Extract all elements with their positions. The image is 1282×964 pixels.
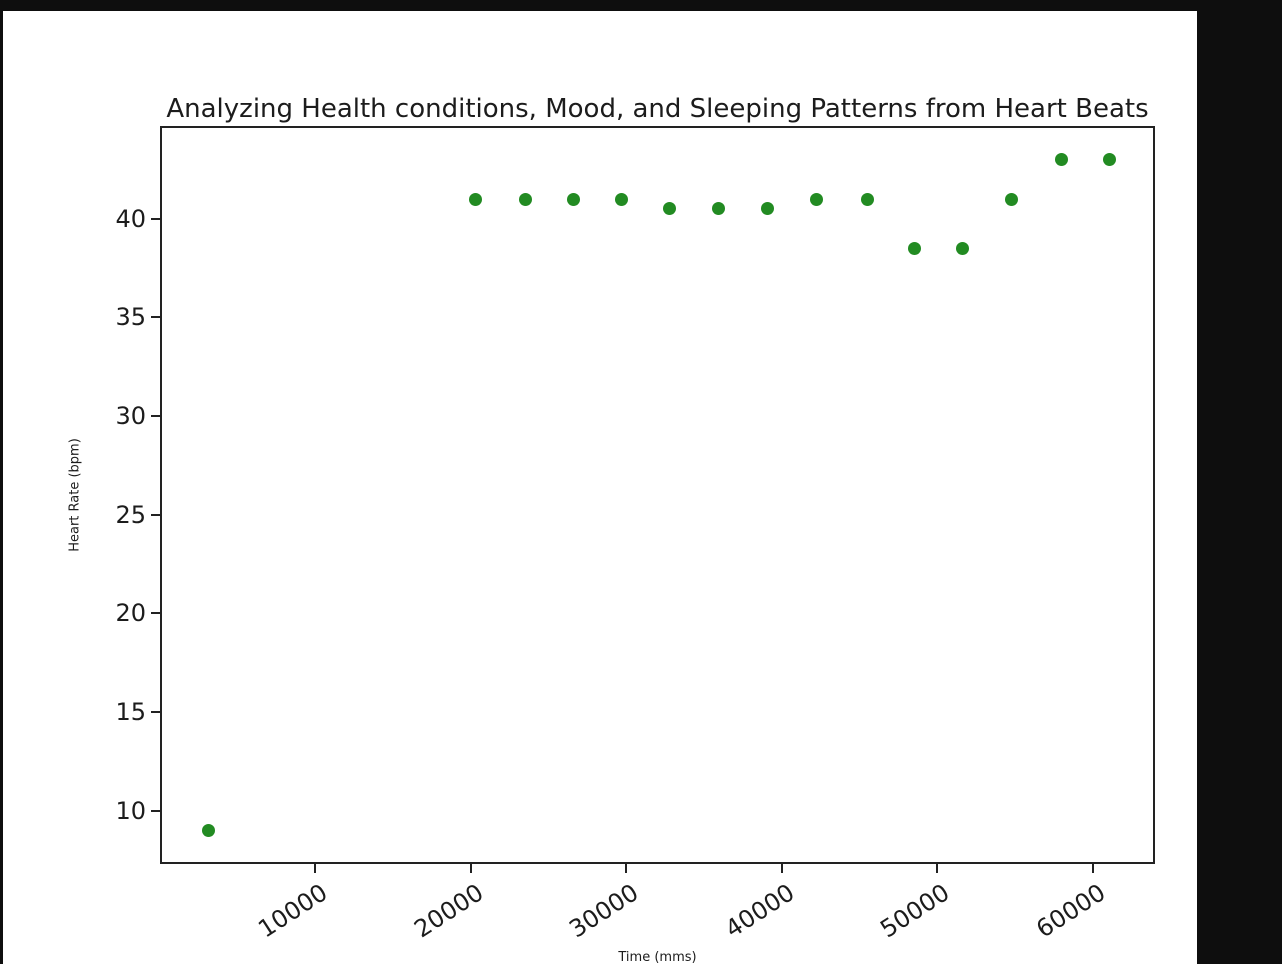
data-point (1005, 192, 1019, 206)
x-tick-mark (936, 864, 939, 873)
y-tick-label: 20 (115, 599, 146, 628)
x-tick-mark (469, 864, 472, 873)
y-tick-label: 25 (115, 500, 146, 529)
x-tick-label: 20000 (409, 878, 489, 944)
y-tick-mark (151, 809, 160, 812)
chart-title: Analyzing Health conditions, Mood, and S… (166, 94, 1149, 124)
x-tick-mark (625, 864, 628, 873)
x-tick-mark (1091, 864, 1094, 873)
x-tick-label: 30000 (564, 878, 644, 944)
x-axis-label: Time (mms) (618, 950, 697, 964)
figure-canvas: Analyzing Health conditions, Mood, and S… (3, 11, 1197, 964)
y-tick-label: 15 (115, 698, 146, 727)
y-tick-mark (151, 316, 160, 319)
x-tick-label: 50000 (875, 878, 955, 944)
y-tick-mark (151, 612, 160, 615)
data-point (518, 192, 532, 206)
data-point (615, 192, 629, 206)
data-point (955, 241, 969, 255)
data-point (711, 202, 725, 216)
data-point (907, 241, 921, 255)
y-tick-label: 30 (115, 402, 146, 431)
y-tick-mark (151, 217, 160, 220)
data-point (761, 202, 775, 216)
data-point (663, 202, 677, 216)
data-point (860, 192, 874, 206)
x-tick-mark (780, 864, 783, 873)
data-point (809, 192, 823, 206)
x-tick-label: 60000 (1031, 878, 1111, 944)
data-point (567, 192, 581, 206)
y-tick-mark (151, 415, 160, 418)
plot-area (160, 126, 1155, 864)
x-tick-mark (314, 864, 317, 873)
data-point (1055, 153, 1069, 167)
data-point (469, 192, 483, 206)
y-axis-label: Heart Rate (bpm) (67, 438, 83, 552)
y-tick-label: 35 (115, 303, 146, 332)
y-tick-mark (151, 513, 160, 516)
y-tick-label: 10 (115, 796, 146, 825)
y-tick-label: 40 (115, 204, 146, 233)
y-tick-mark (151, 711, 160, 714)
x-tick-label: 40000 (720, 878, 800, 944)
data-point (201, 823, 215, 837)
data-point (1103, 153, 1117, 167)
x-tick-label: 10000 (253, 878, 333, 944)
